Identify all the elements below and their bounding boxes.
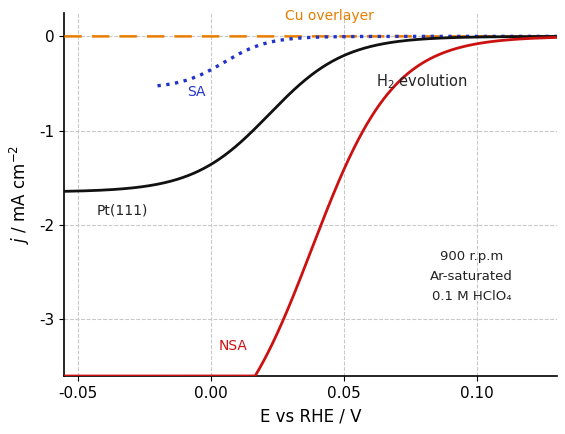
- Text: Pt(111): Pt(111): [96, 204, 147, 218]
- X-axis label: E vs RHE / V: E vs RHE / V: [260, 408, 361, 426]
- Text: 900 r.p.m
Ar-saturated
0.1 M HClO₄: 900 r.p.m Ar-saturated 0.1 M HClO₄: [430, 250, 513, 303]
- Text: H$_2$ evolution: H$_2$ evolution: [376, 72, 467, 91]
- Y-axis label: $j$ / mA cm$^{-2}$: $j$ / mA cm$^{-2}$: [8, 145, 32, 244]
- Text: SA: SA: [187, 85, 205, 99]
- Text: NSA: NSA: [219, 339, 247, 353]
- Text: Cu overlayer: Cu overlayer: [285, 9, 374, 23]
